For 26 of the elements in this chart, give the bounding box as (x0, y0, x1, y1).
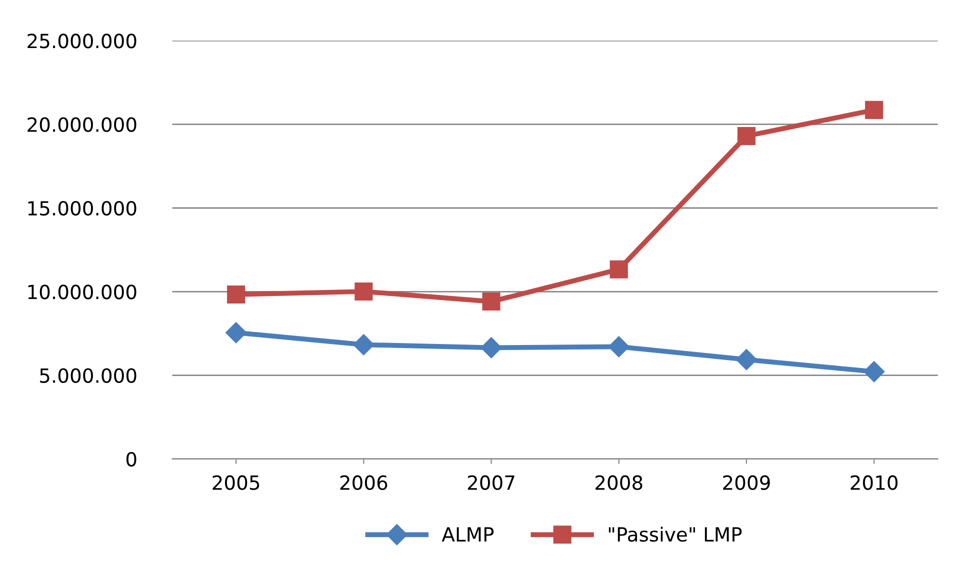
point (482, 292, 500, 311)
point (608, 336, 630, 358)
legend-label: ALMP (442, 527, 494, 542)
point (865, 100, 884, 119)
x-tick-label: 2010 (850, 475, 898, 490)
x-tick-label: 2008 (596, 475, 642, 490)
point (226, 322, 247, 344)
point (736, 349, 757, 370)
y-tick-label: 10.000.000 (28, 284, 136, 300)
point (737, 127, 756, 146)
x-tick-label: 2007 (468, 475, 514, 490)
point (864, 361, 885, 382)
point (353, 334, 374, 356)
point (480, 337, 502, 358)
legend-label: "Passive" LMP (608, 526, 742, 542)
x-tick-label: 2005 (212, 475, 260, 490)
y-tick-label: 15.000.000 (28, 200, 136, 216)
y-tick-label: 25.000.000 (28, 34, 136, 48)
point (227, 285, 246, 304)
x-tick-label: 2009 (723, 475, 770, 490)
point (354, 282, 373, 301)
point (610, 260, 628, 278)
y-tick-label: 5.000.000 (40, 368, 136, 383)
y-tick-label: 20.000.000 (28, 117, 136, 132)
y-tick-label: 0 (126, 452, 136, 467)
x-tick-label: 2006 (340, 475, 388, 490)
